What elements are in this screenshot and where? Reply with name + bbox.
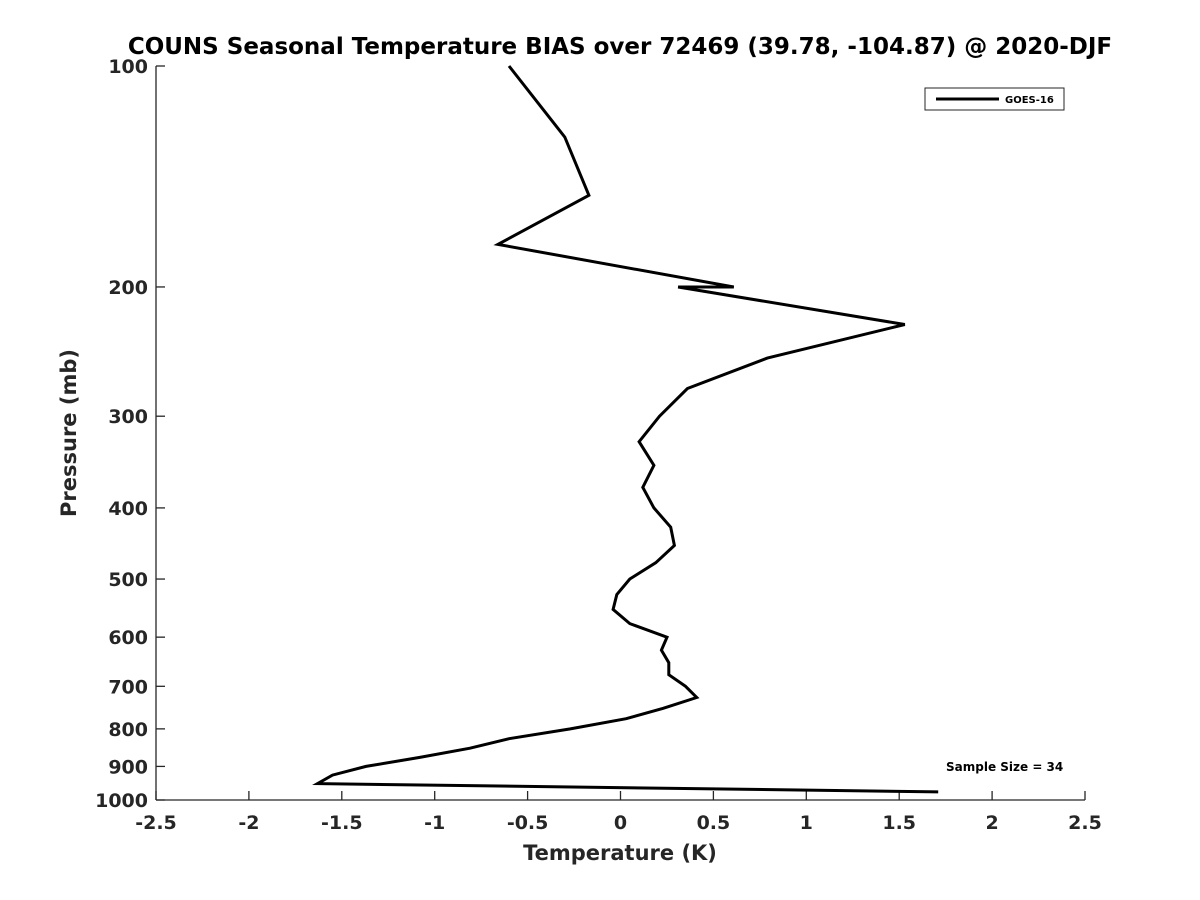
x-tick-label: 1.5	[882, 812, 916, 834]
x-tick-label: 1	[800, 812, 813, 834]
x-tick-label: 0	[614, 812, 627, 834]
y-tick-label: 200	[108, 277, 148, 299]
y-tick-label: 900	[108, 756, 148, 778]
x-tick-label: 0.5	[697, 812, 731, 834]
ticks: -2.5 -2 -1.5 -1 -0.5 0 0.5 1 1.5 2 2.5 100 200 300 400…	[95, 56, 1102, 834]
legend-label: GOES-16	[1005, 95, 1054, 106]
sample-size-annotation: Sample Size = 34	[946, 760, 1063, 774]
x-tick-label: 2.5	[1068, 812, 1102, 834]
x-axis-label: Temperature (K)	[523, 841, 717, 865]
y-tick-label: 600	[108, 627, 148, 649]
x-tick-label: 2	[985, 812, 998, 834]
legend: GOES-16	[924, 87, 1065, 111]
y-tick-label: 800	[108, 719, 148, 741]
chart-title: COUNS Seasonal Temperature BIAS over 724…	[128, 34, 1112, 60]
y-tick-label: 1000	[95, 790, 148, 812]
y-axis-label: Pressure (mb)	[57, 349, 81, 517]
x-tick-label: -1	[424, 812, 445, 834]
series	[312, 65, 939, 794]
x-tick-label: -2	[238, 812, 259, 834]
y-tick-label: 700	[108, 676, 148, 698]
series-line-goes16	[312, 65, 939, 794]
y-tick-label: 300	[108, 406, 148, 428]
x-tick-label: -1.5	[321, 812, 363, 834]
x-tick-label: -2.5	[135, 812, 177, 834]
x-tick-label: -0.5	[507, 812, 549, 834]
y-tick-label: 100	[108, 56, 148, 78]
y-tick-label: 500	[108, 569, 148, 591]
y-tick-label: 400	[108, 498, 148, 520]
